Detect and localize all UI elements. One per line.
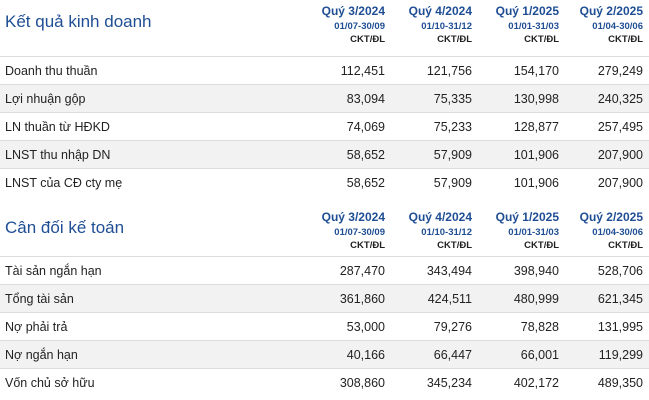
row-value: 101,906 [513,175,559,190]
row-value: 287,470 [339,263,385,278]
balance-sheet-section: Cân đối kế toán Quý 3/2024 01/07-30/09 C… [0,196,649,396]
period-unit: CKT/ĐL [608,240,643,251]
period-range: 01/07-30/09 [334,227,385,238]
row-value: 343,494 [426,263,472,278]
balance-title: Cân đối kế toán [5,218,125,237]
row-value: 101,906 [513,147,559,162]
table-row: LN thuần từ HĐKD 74,069 75,233 128,877 2… [0,112,649,140]
period-quarter: Quý 2/2025 [579,210,643,224]
row-value: 66,447 [433,347,472,362]
period-range: 01/10-31/12 [421,227,472,238]
row-value: 112,451 [340,63,385,78]
period-range: 01/10-31/12 [421,21,472,32]
period-range: 01/07-30/09 [334,21,385,32]
row-value: 74,069 [346,119,385,134]
row-value: 361,860 [339,291,385,306]
row-value: 207,900 [597,147,643,162]
period-header-1[interactable]: Quý 3/2024 01/07-30/09 CKT/ĐL [300,0,387,46]
period-range: 01/04-30/06 [592,227,643,238]
table-row: LNST thu nhập DN 58,652 57,909 101,906 2… [0,140,649,168]
row-value: 257,495 [597,119,643,134]
period-range: 01/01-31/03 [508,227,559,238]
row-value: 58,652 [346,147,385,162]
row-value: 121,756 [426,63,472,78]
row-value: 119,299 [598,347,643,362]
period-unit: CKT/ĐL [437,240,472,251]
row-label: Tài sản ngắn hạn [5,263,102,278]
row-value: 345,234 [426,375,472,390]
row-value: 57,909 [433,147,472,162]
table-row: Vốn chủ sở hữu 308,860 345,234 402,172 4… [0,368,649,396]
row-value: 308,860 [339,375,385,390]
row-value: 402,172 [513,375,559,390]
row-label: Nợ ngắn hạn [5,347,78,362]
row-label: LNST của CĐ cty mẹ [5,175,123,190]
row-value: 66,001 [520,347,559,362]
row-value: 58,652 [346,175,385,190]
row-value: 128,877 [513,119,559,134]
income-statement-section: Kết quả kinh doanh Quý 3/2024 01/07-30/0… [0,0,649,196]
row-value: 83,094 [346,91,385,106]
period-header-3[interactable]: Quý 1/2025 01/01-31/03 CKT/ĐL [474,196,561,252]
row-value: 398,940 [513,263,559,278]
row-value: 528,706 [597,263,643,278]
row-value: 40,166 [346,347,385,362]
table-row: Tổng tài sản 361,860 424,511 480,999 621… [0,284,649,312]
period-unit: CKT/ĐL [437,34,472,45]
row-label: Doanh thu thuần [5,63,98,78]
period-quarter: Quý 4/2024 [408,4,472,18]
row-value: 154,170 [513,63,559,78]
period-header-3[interactable]: Quý 1/2025 01/01-31/03 CKT/ĐL [474,0,561,46]
period-quarter: Quý 4/2024 [408,210,472,224]
period-quarter: Quý 3/2024 [321,210,385,224]
row-value: 240,325 [597,91,643,106]
row-value: 621,345 [597,291,643,306]
row-value: 75,233 [433,119,472,134]
period-quarter: Quý 1/2025 [495,210,559,224]
row-label: Vốn chủ sở hữu [5,375,95,390]
row-label: Nợ phải trả [5,319,68,334]
table-row: LNST của CĐ cty mẹ 58,652 57,909 101,906… [0,168,649,196]
row-label: LN thuần từ HĐKD [5,119,110,134]
row-label: Lợi nhuận gộp [5,91,86,106]
period-header-2[interactable]: Quý 4/2024 01/10-31/12 CKT/ĐL [387,196,474,252]
period-unit: CKT/ĐL [524,34,559,45]
balance-header: Cân đối kế toán Quý 3/2024 01/07-30/09 C… [0,196,649,256]
table-row: Tài sản ngắn hạn 287,470 343,494 398,940… [0,256,649,284]
table-row: Nợ phải trả 53,000 79,276 78,828 131,995 [0,312,649,340]
row-value: 57,909 [433,175,472,190]
period-unit: CKT/ĐL [350,34,385,45]
row-value: 130,998 [513,91,559,106]
period-range: 01/04-30/06 [592,21,643,32]
period-quarter: Quý 1/2025 [495,4,559,18]
income-header: Kết quả kinh doanh Quý 3/2024 01/07-30/0… [0,0,649,56]
row-value: 489,350 [597,375,643,390]
period-header-4[interactable]: Quý 2/2025 01/04-30/06 CKT/ĐL [561,0,648,46]
period-unit: CKT/ĐL [350,240,385,251]
period-range: 01/01-31/03 [508,21,559,32]
row-label: LNST thu nhập DN [5,147,111,162]
period-quarter: Quý 3/2024 [321,4,385,18]
income-title: Kết quả kinh doanh [5,12,152,31]
table-row: Lợi nhuận gộp 83,094 75,335 130,998 240,… [0,84,649,112]
row-value: 207,900 [597,175,643,190]
row-value: 79,276 [433,319,472,334]
row-value: 131,995 [597,319,643,334]
period-quarter: Quý 2/2025 [579,4,643,18]
table-row: Nợ ngắn hạn 40,166 66,447 66,001 119,299 [0,340,649,368]
period-unit: CKT/ĐL [608,34,643,45]
row-value: 78,828 [520,319,559,334]
period-header-4[interactable]: Quý 2/2025 01/04-30/06 CKT/ĐL [561,196,648,252]
row-value: 75,335 [433,91,472,106]
row-value: 279,249 [597,63,643,78]
row-label: Tổng tài sản [5,291,74,306]
row-value: 53,000 [346,319,385,334]
table-row: Doanh thu thuần 112,451 121,756 154,170 … [0,56,649,84]
row-value: 424,511 [427,291,472,306]
period-unit: CKT/ĐL [524,240,559,251]
period-header-1[interactable]: Quý 3/2024 01/07-30/09 CKT/ĐL [300,196,387,252]
row-value: 480,999 [513,291,559,306]
period-header-2[interactable]: Quý 4/2024 01/10-31/12 CKT/ĐL [387,0,474,46]
